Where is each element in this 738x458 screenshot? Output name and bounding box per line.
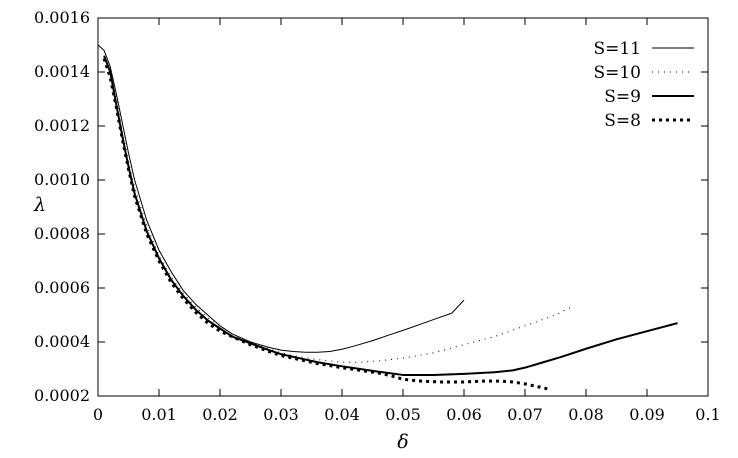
- x-tick-label: 0.1: [695, 405, 720, 424]
- x-axis-label: δ: [397, 431, 408, 453]
- x-tick-label: 0.06: [446, 405, 482, 424]
- y-tick-label: 0.0006: [34, 278, 90, 297]
- legend-label: S=10: [593, 63, 641, 83]
- y-tick-label: 0.0004: [34, 332, 90, 351]
- y-tick-label: 0.0002: [34, 386, 90, 405]
- x-tick-label: 0.05: [385, 405, 421, 424]
- y-axis-label: λ: [33, 194, 46, 216]
- x-tick-label: 0.09: [629, 405, 665, 424]
- y-tick-label: 0.0016: [34, 8, 90, 27]
- tick-marks: [97, 17, 709, 397]
- legend-label: S=8: [604, 111, 641, 131]
- series-line-s-11: [97, 44, 465, 353]
- series-line-s-10: [103, 55, 575, 363]
- x-tick-label: 0.07: [507, 405, 543, 424]
- y-tick-label: 0.0012: [34, 116, 90, 135]
- x-tick-label: 0: [93, 405, 103, 424]
- series-line-s-9: [103, 55, 678, 376]
- x-tick-label: 0.02: [202, 405, 238, 424]
- x-tick-label: 0.04: [324, 405, 360, 424]
- y-tick-label: 0.0008: [34, 224, 90, 243]
- y-tick-labels: 0.0002 0.0004 0.0006 0.0008 0.0010 0.0012 0.00…: [34, 8, 90, 405]
- x-tick-label: 0.01: [141, 405, 177, 424]
- y-tick-label: 0.0010: [34, 170, 90, 189]
- legend-label: S=9: [604, 87, 641, 107]
- x-tick-label: 0.08: [568, 405, 604, 424]
- x-tick-label: 0.03: [263, 405, 299, 424]
- y-tick-label: 0.0014: [34, 62, 90, 81]
- series-lines: [97, 44, 678, 391]
- x-tick-labels: 0 0.01 0.02 0.03 0.04 0.05 0.06 0.07 0.08 0.09 0.1: [93, 405, 721, 424]
- legend-label: S=11: [593, 39, 641, 59]
- series-line-s-8: [102, 58, 550, 391]
- legend: S=11 S=10 S=9 S=8: [593, 39, 694, 131]
